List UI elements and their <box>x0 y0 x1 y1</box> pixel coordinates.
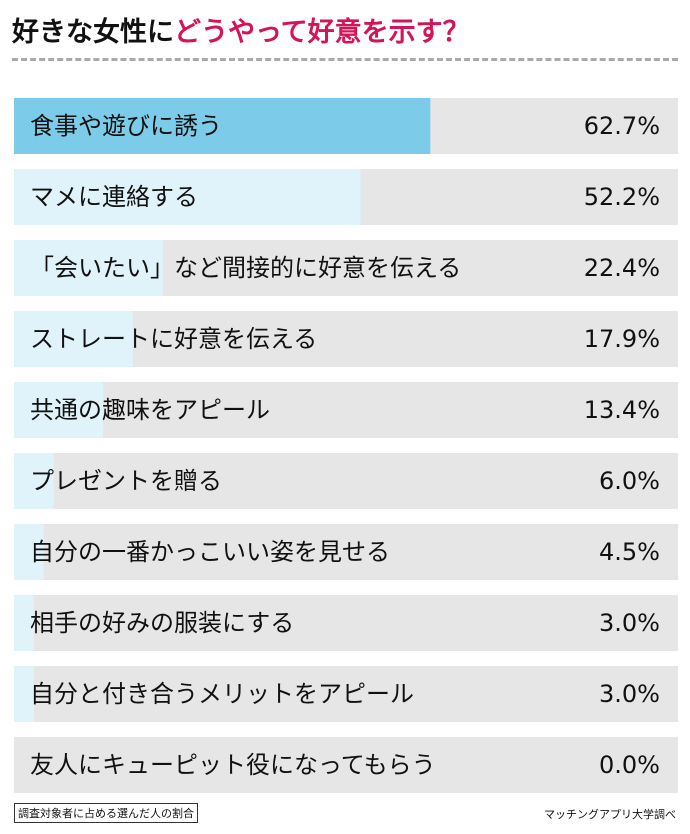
footnote: 調査対象者に占める選んだ人の割合 <box>14 803 198 823</box>
value-label: 52.2% <box>583 183 660 211</box>
category-label: 友人にキューピット役になってもらう <box>30 751 436 779</box>
category-label: マメに連絡する <box>30 183 198 211</box>
value-label: 13.4% <box>583 396 660 424</box>
category-label: 自分と付き合うメリットをアピール <box>30 680 414 708</box>
bar <box>14 240 163 296</box>
bar-track <box>14 666 678 722</box>
bar <box>14 524 44 580</box>
bar <box>14 98 431 154</box>
category-label: ストレートに好意を伝える <box>30 325 318 353</box>
bar-track <box>14 382 678 438</box>
category-label: 共通の趣味をアピール <box>30 396 270 424</box>
value-label: 17.9% <box>583 325 660 353</box>
value-label: 3.0% <box>599 609 660 637</box>
bar <box>14 453 54 509</box>
chart-title-part1: 好きな女性に <box>12 17 174 48</box>
value-label: 62.7% <box>583 112 660 140</box>
category-label: 相手の好みの服装にする <box>30 609 295 637</box>
category-label: プレゼントを贈る <box>30 467 222 495</box>
bar <box>14 595 34 651</box>
title-divider <box>12 58 678 61</box>
category-label: 「会いたい」など間接的に好意を伝える <box>30 254 462 282</box>
chart-title-part2: どうやって好意を示す？ <box>174 17 470 48</box>
category-label: 自分の一番かっこいい姿を見せる <box>30 538 390 566</box>
bar-track <box>14 453 678 509</box>
source-credit: マッチングアプリ大学調べ <box>544 808 676 821</box>
value-label: 0.0% <box>599 751 660 779</box>
value-label: 6.0% <box>599 467 660 495</box>
value-label: 22.4% <box>583 254 660 282</box>
category-label: 食事や遊びに誘う <box>30 112 222 140</box>
bar <box>14 382 103 438</box>
bar <box>14 666 34 722</box>
bar-track <box>14 524 678 580</box>
bar <box>14 311 133 367</box>
value-label: 3.0% <box>599 680 660 708</box>
bar-track <box>14 595 678 651</box>
chart-title: 好きな女性にどうやって好意を示す？ <box>12 10 470 49</box>
bar <box>14 169 361 225</box>
bar-track <box>14 737 678 793</box>
value-label: 4.5% <box>599 538 660 566</box>
